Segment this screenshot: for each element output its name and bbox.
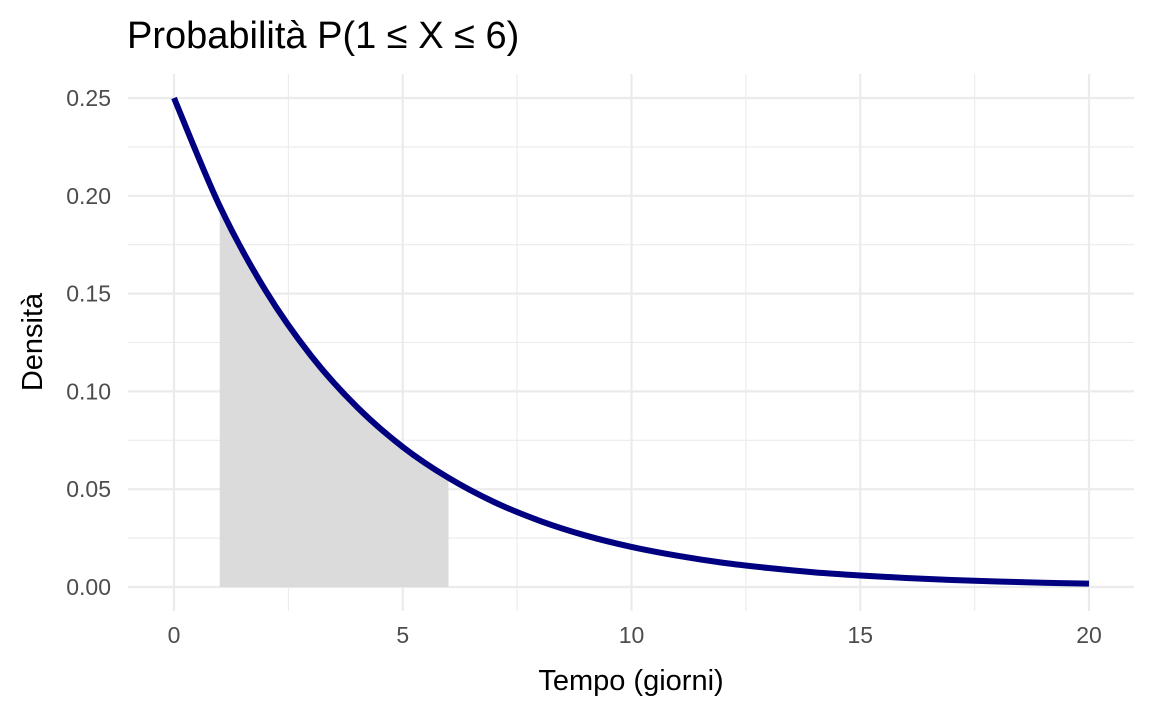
x-tick-label: 10: [619, 622, 645, 648]
curve-layer: [171, 96, 1090, 587]
shaded-area-layer: [219, 206, 449, 587]
y-tick-labels: 0.00 0.05 0.10 0.15 0.20 0.25: [66, 85, 111, 600]
y-tick-label: 0.10: [66, 378, 111, 404]
x-tick-label: 5: [396, 622, 409, 648]
x-axis-label: Tempo (giorni): [538, 665, 723, 697]
x-tick-label: 0: [168, 622, 181, 648]
shaded-probability-area: [219, 206, 449, 587]
y-tick-label: 0.15: [66, 281, 111, 307]
y-tick-label: 0.20: [66, 183, 111, 209]
x-tick-label: 20: [1076, 622, 1102, 648]
y-axis-label: Densità: [17, 292, 49, 391]
x-tick-labels: 0 5 10 15 20: [168, 622, 1102, 648]
density-curve: [171, 96, 1090, 587]
x-tick-label: 15: [847, 622, 873, 648]
y-tick-label: 0.25: [66, 85, 111, 111]
y-tick-label: 0.00: [66, 574, 111, 600]
chart-title: Probabilità P(1 ≤ X ≤ 6): [127, 15, 519, 57]
y-tick-label: 0.05: [66, 476, 111, 502]
